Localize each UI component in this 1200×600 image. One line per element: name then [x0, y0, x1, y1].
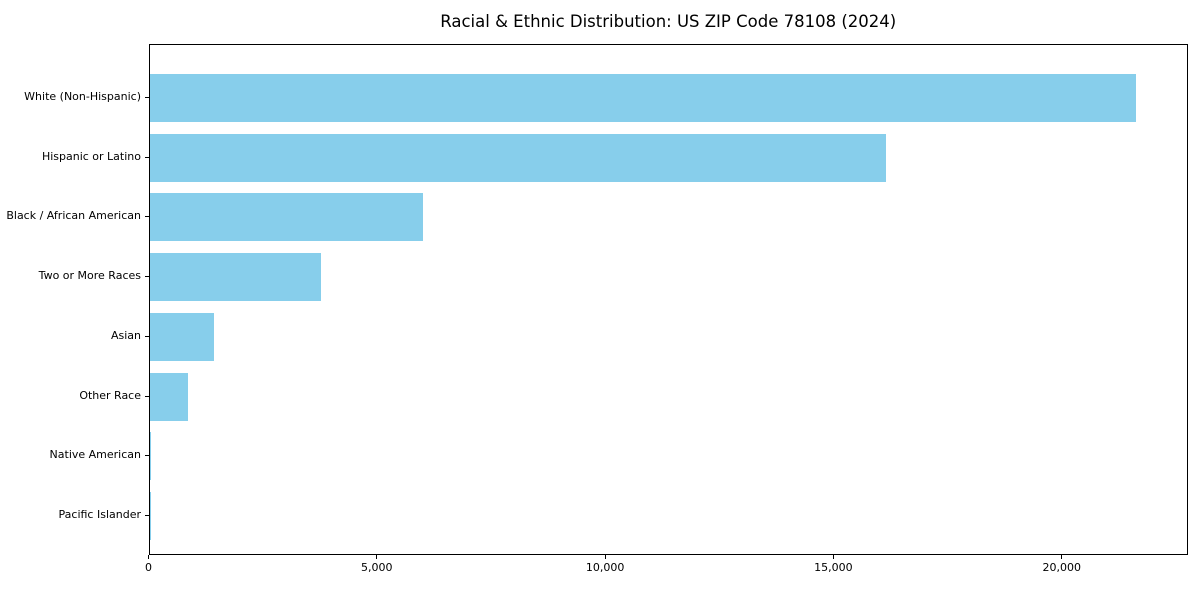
y-axis-label: Native American: [49, 448, 141, 462]
y-axis-label: Black / African American: [6, 209, 141, 223]
x-axis-tick-label: 5,000: [361, 561, 393, 574]
y-axis-tick-mark: [144, 335, 149, 337]
y-axis-tick-mark: [144, 156, 149, 158]
plot-area: [148, 44, 1188, 555]
y-axis-tick-mark: [144, 216, 149, 218]
y-axis-tick-mark: [144, 455, 149, 457]
y-axis-label: Asian: [110, 328, 141, 342]
y-axis-tick-mark: [144, 276, 149, 278]
y-axis-label: Two or More Races: [38, 269, 141, 283]
bar: [149, 432, 151, 481]
x-axis-tick-label: 20,000: [1042, 561, 1081, 574]
bar: [149, 372, 189, 421]
y-axis-label: Pacific Islander: [58, 507, 141, 521]
bar: [149, 312, 214, 361]
bar: [149, 491, 151, 540]
y-axis-tick-mark: [144, 97, 149, 98]
x-axis-tick-mark: [832, 555, 834, 559]
y-axis-tick-mark: [144, 514, 149, 516]
x-axis-tick-mark: [376, 555, 378, 559]
bar: [149, 193, 424, 242]
y-axis-label: White (Non-Hispanic): [24, 90, 141, 103]
y-axis-label: Other Race: [79, 388, 141, 402]
x-axis-tick-label: 15,000: [814, 561, 853, 574]
bar: [149, 74, 1136, 122]
x-axis-tick-mark: [148, 555, 149, 559]
chart-title: Racial & Ethnic Distribution: US ZIP Cod…: [440, 12, 897, 31]
x-axis-tick-label: 0: [145, 561, 152, 574]
y-axis-label: Hispanic or Latino: [41, 149, 141, 163]
bar: [149, 253, 321, 302]
x-axis-tick-mark: [1061, 555, 1063, 559]
bar: [149, 133, 887, 182]
x-axis-tick-mark: [604, 555, 606, 559]
y-axis-tick-mark: [144, 395, 149, 397]
x-axis-tick-label: 10,000: [585, 561, 625, 574]
